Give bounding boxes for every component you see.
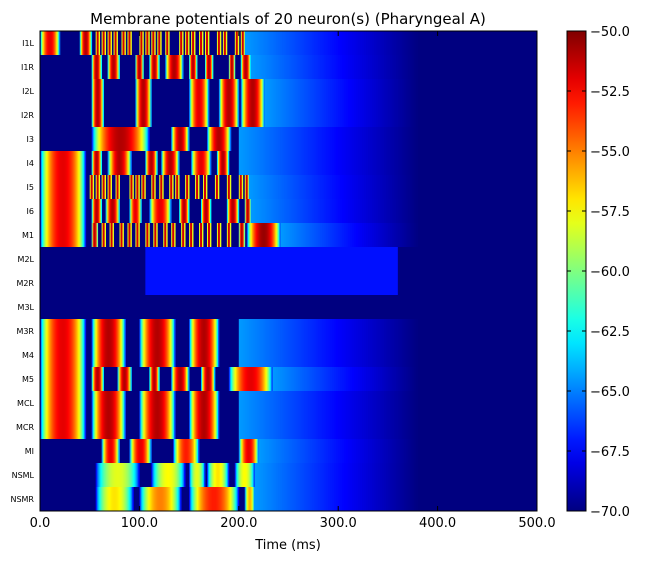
x-tick-label: 100.0 — [121, 516, 158, 531]
heatmap-row-i1l — [40, 31, 537, 56]
heatmap-row-i6 — [40, 199, 537, 224]
heatmap-row-m3l — [40, 295, 537, 320]
heatmap-row-m5 — [40, 367, 537, 392]
heatmap-row-mcl — [40, 391, 537, 416]
heatmap-row-i5 — [40, 175, 537, 200]
row-label: I2R — [21, 111, 34, 120]
colorbar-tick-label: −62.5 — [590, 325, 630, 340]
row-label: M3R — [16, 327, 34, 336]
heatmap-row-i1r — [40, 55, 537, 80]
row-label: MCL — [17, 399, 34, 408]
x-tick-label: 500.0 — [518, 516, 555, 531]
row-label: I5 — [27, 183, 34, 192]
colorbar-tick-label: −52.5 — [590, 85, 630, 100]
heatmap-row-m3r — [40, 319, 537, 344]
colorbar-tick-label: −67.5 — [590, 445, 630, 460]
colorbar-tick-label: −50.0 — [590, 25, 630, 40]
row-label: I2L — [22, 87, 34, 96]
row-label: I4 — [27, 159, 34, 168]
row-label: M1 — [22, 231, 34, 240]
colorbar-tick-label: −57.5 — [590, 205, 630, 220]
colorbar: −50.0 −52.5 −55.0 −57.5 −60.0 −62.5 −65.0 −67.5… — [566, 25, 630, 520]
colorbar-tick-label: −60.0 — [590, 265, 630, 280]
plot-area — [39, 30, 538, 512]
row-label: M3L — [18, 303, 35, 312]
plot-frame — [39, 30, 538, 512]
row-label: MI — [25, 447, 34, 456]
x-axis-label: Time (ms) — [254, 538, 321, 553]
row-label: NSML — [12, 471, 35, 480]
row-label: M4 — [22, 351, 34, 360]
row-label: I1R — [21, 63, 34, 72]
heatmap-row-i2r — [40, 103, 537, 128]
x-axis: 0.0 100.0 200.0 300.0 400.0 500.0 — [30, 31, 556, 531]
colorbar-ticks: −50.0 −52.5 −55.0 −57.5 −60.0 −62.5 −65.0 −67.5… — [567, 25, 630, 520]
heatmap-rows — [40, 31, 537, 512]
colorbar-tick-label: −70.0 — [590, 505, 630, 520]
x-tick-label: 200.0 — [220, 516, 257, 531]
x-tick-label: 0.0 — [30, 516, 51, 531]
x-tick-label: 300.0 — [320, 516, 357, 531]
row-labels: I1L I1R I2L I2R I3 I4 I5 I6 M1 M2L M2R M3L M3R M4 M5 MC… — [10, 39, 34, 504]
colorbar-tick-label: −65.0 — [590, 385, 630, 400]
row-label: NSMR — [10, 495, 34, 504]
x-tick-label: 400.0 — [419, 516, 456, 531]
row-label: M2R — [16, 279, 34, 288]
heatmap-row-mcr — [40, 415, 537, 440]
colorbar-tick-label: −55.0 — [590, 145, 630, 160]
heatmap-row-nsmr — [40, 487, 537, 512]
row-label: I1L — [22, 39, 34, 48]
row-label: M5 — [22, 375, 34, 384]
heatmap-row-m1 — [40, 223, 537, 248]
row-label: M2L — [18, 255, 35, 264]
heatmap-row-m2r — [40, 271, 537, 296]
heatmap-row-m4 — [40, 343, 537, 368]
heatmap-row-mi — [40, 439, 537, 464]
row-label: I6 — [27, 207, 34, 216]
heatmap-row-i3 — [40, 127, 537, 152]
chart-title: Membrane potentials of 20 neuron(s) (Pha… — [90, 10, 486, 28]
heatmap-row-m2l — [40, 247, 537, 272]
row-label: I3 — [27, 135, 34, 144]
row-label: MCR — [16, 423, 34, 432]
heatmap-row-i4 — [40, 151, 537, 176]
heatmap-row-i2l — [40, 79, 537, 104]
heatmap-row-nsml — [40, 463, 537, 488]
